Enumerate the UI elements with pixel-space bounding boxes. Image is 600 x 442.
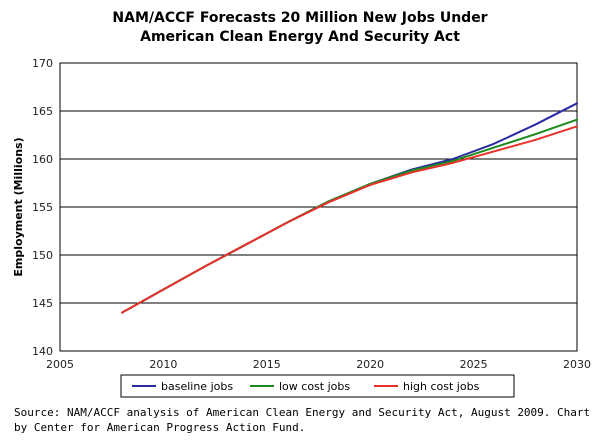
legend: baseline jobs low cost jobs high cost jobs [120, 374, 515, 398]
legend-box [120, 374, 515, 398]
y-tick-label: 145 [32, 297, 53, 310]
x-tick-label: 2020 [356, 358, 384, 371]
y-tick-labels: 140 145 150 155 160 165 170 [32, 57, 53, 358]
series-lines [121, 102, 578, 314]
x-tick-label: 2030 [563, 358, 591, 371]
x-tick-label: 2015 [253, 358, 281, 371]
source-line-2: by Center for American Progress Action F… [14, 421, 306, 434]
legend-label: baseline jobs [161, 380, 233, 393]
y-tick-label: 170 [32, 57, 53, 70]
y-tick-label: 140 [32, 345, 53, 358]
chart-title-line2: American Clean Energy And Security Act [140, 29, 460, 45]
y-tick-label: 150 [32, 249, 53, 262]
x-tick-labels: 2005 2010 2015 2020 2025 2030 [46, 358, 591, 371]
x-tick-label: 2025 [460, 358, 488, 371]
y-tick-label: 160 [32, 153, 53, 166]
y-tick-label: 155 [32, 201, 53, 214]
legend-label: low cost jobs [279, 380, 350, 393]
y-tick-label: 165 [32, 105, 53, 118]
series-line-high-cost-jobs [121, 125, 578, 314]
series-line-low-cost-jobs [121, 118, 578, 314]
x-tick-label: 2010 [149, 358, 177, 371]
chart-title: NAM/ACCF Forecasts 20 Million New Jobs U… [112, 10, 487, 26]
plot-area [59, 62, 578, 352]
source-note: Source: NAM/ACCF analysis of American Cl… [14, 405, 594, 435]
x-tick-label: 2005 [46, 358, 74, 371]
source-line-1: Source: NAM/ACCF analysis of American Cl… [14, 406, 591, 419]
series-line-baseline-jobs [121, 102, 578, 314]
legend-label: high cost jobs [403, 380, 480, 393]
y-axis-label: Employment (Millions) [12, 137, 25, 276]
